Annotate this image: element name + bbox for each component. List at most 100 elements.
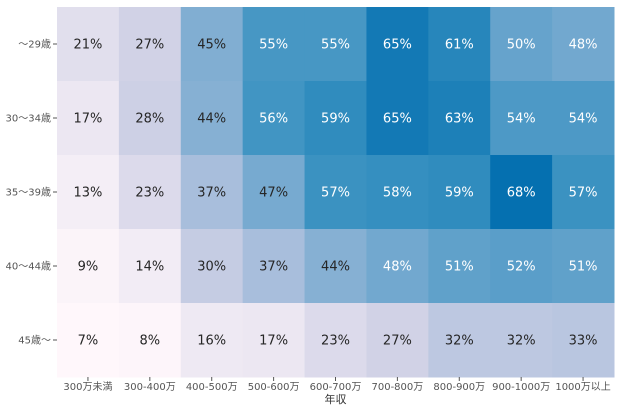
cell-value-label: 51%: [569, 260, 598, 275]
cell-value-label: 58%: [383, 186, 412, 201]
cell-value-label: 55%: [259, 38, 288, 53]
cell-value-label: 54%: [569, 112, 598, 127]
cell-value-label: 54%: [507, 112, 536, 127]
cell-value-label: 57%: [321, 186, 350, 201]
y-tick-label: ～29歳: [18, 39, 51, 51]
cell-value-label: 59%: [445, 186, 474, 201]
cell-value-label: 44%: [321, 260, 350, 275]
y-tick-label: 40～44歳: [6, 261, 51, 273]
heatmap-cell: [242, 229, 306, 304]
heatmap-cell: [57, 7, 120, 82]
x-axis-ticks: 300万未満 300-400万 400-500万 500-600万 600-700万 70…: [63, 377, 611, 393]
heatmap-cell: [428, 81, 491, 156]
heatmap-cell: [490, 7, 553, 82]
y-tick-label: 30～34歳: [6, 113, 51, 125]
cell-value-label: 23%: [135, 186, 164, 201]
cell-value-label: 27%: [383, 334, 412, 349]
cell-value-label: 48%: [569, 38, 598, 53]
heatmap-cell: [366, 303, 429, 378]
cell-value-label: 56%: [259, 112, 288, 127]
cell-value-label: 8%: [140, 334, 161, 349]
x-tick-label: 500-600万: [248, 382, 300, 393]
cell-value-label: 37%: [259, 260, 288, 275]
heatmap-cell: [304, 7, 367, 82]
x-tick-label: 700-800万: [371, 382, 423, 393]
x-tick-label: 300万未満: [63, 381, 112, 393]
heatmap-cell: [552, 155, 615, 230]
heatmap-cell: [304, 303, 367, 378]
cell-value-label: 17%: [73, 112, 102, 127]
heatmap-cells: [57, 7, 615, 378]
x-tick-label: 1000万以上: [555, 381, 610, 393]
cell-value-label: 44%: [197, 112, 226, 127]
heatmap-cell: [490, 155, 553, 230]
heatmap-cell: [428, 155, 491, 230]
heatmap-cell: [180, 229, 244, 304]
heatmap-cell: [57, 81, 120, 156]
y-axis-ticks: ～29歳 30～34歳 35～39歳 40～44歳 45歳～: [6, 39, 57, 347]
cell-value-label: 14%: [135, 260, 164, 275]
heatmap-cell: [428, 7, 491, 82]
cell-value-label: 57%: [569, 186, 598, 201]
cell-value-label: 21%: [73, 38, 102, 53]
cell-value-label: 55%: [321, 38, 350, 53]
cell-value-label: 32%: [507, 334, 536, 349]
heatmap-cell: [57, 155, 120, 230]
cell-value-label: 23%: [321, 334, 350, 349]
y-tick-label: 45歳～: [18, 335, 51, 347]
cell-value-label: 17%: [259, 334, 288, 349]
x-axis-label: 年収: [325, 392, 347, 406]
heatmap-cell: [118, 7, 182, 82]
cell-value-label: 27%: [135, 38, 164, 53]
heatmap-cell: [180, 7, 244, 82]
heatmap-cell: [366, 155, 429, 230]
heatmap-cell: [428, 303, 491, 378]
cell-value-label: 59%: [321, 112, 350, 127]
cell-value-label: 68%: [507, 186, 536, 201]
heatmap-cell: [242, 81, 306, 156]
cell-value-label: 45%: [197, 38, 226, 53]
x-tick-label: 600-700万: [310, 382, 362, 393]
cell-value-label: 50%: [507, 38, 536, 53]
heatmap-cell: [366, 229, 429, 304]
heatmap-cell: [57, 229, 120, 304]
heatmap-cell: [304, 229, 367, 304]
cell-value-label: 13%: [73, 186, 102, 201]
x-tick-label: 400-500万: [186, 382, 238, 393]
heatmap-cell: [304, 155, 367, 230]
x-tick-label: 900-1000万: [492, 382, 550, 393]
cell-value-label: 65%: [383, 112, 412, 127]
cell-value-label: 51%: [445, 260, 474, 275]
heatmap-cell: [366, 81, 429, 156]
heatmap-cell: [552, 303, 615, 378]
heatmap-cell: [180, 155, 244, 230]
cell-value-label: 48%: [383, 260, 412, 275]
cell-value-label: 61%: [445, 38, 474, 53]
heatmap-cell: [118, 81, 182, 156]
heatmap-cell: [57, 303, 120, 378]
cell-value-label: 30%: [197, 260, 226, 275]
heatmap-cell: [552, 229, 615, 304]
cell-value-label: 47%: [259, 186, 288, 201]
cell-value-label: 28%: [135, 112, 164, 127]
heatmap-cell: [180, 303, 244, 378]
heatmap-cell-labels: 21% 27% 45% 55% 55% 65% 61% 50% 48% 17% 28% 44% 56% 5…: [73, 38, 597, 349]
cell-value-label: 63%: [445, 112, 474, 127]
heatmap-cell: [118, 155, 182, 230]
heatmap-cell: [552, 81, 615, 156]
cell-value-label: 37%: [197, 186, 226, 201]
cell-value-label: 52%: [507, 260, 536, 275]
heatmap-cell: [366, 7, 429, 82]
heatmap-cell: [242, 155, 306, 230]
x-tick-label: 800-900万: [433, 382, 485, 393]
cell-value-label: 32%: [445, 334, 474, 349]
cell-value-label: 65%: [383, 38, 412, 53]
heatmap-cell: [304, 81, 367, 156]
heatmap-cell: [490, 229, 553, 304]
heatmap-cell: [118, 229, 182, 304]
cell-value-label: 16%: [197, 334, 226, 349]
heatmap-cell: [118, 303, 182, 378]
heatmap-cell: [490, 81, 553, 156]
y-tick-label: 35～39歳: [6, 187, 51, 199]
